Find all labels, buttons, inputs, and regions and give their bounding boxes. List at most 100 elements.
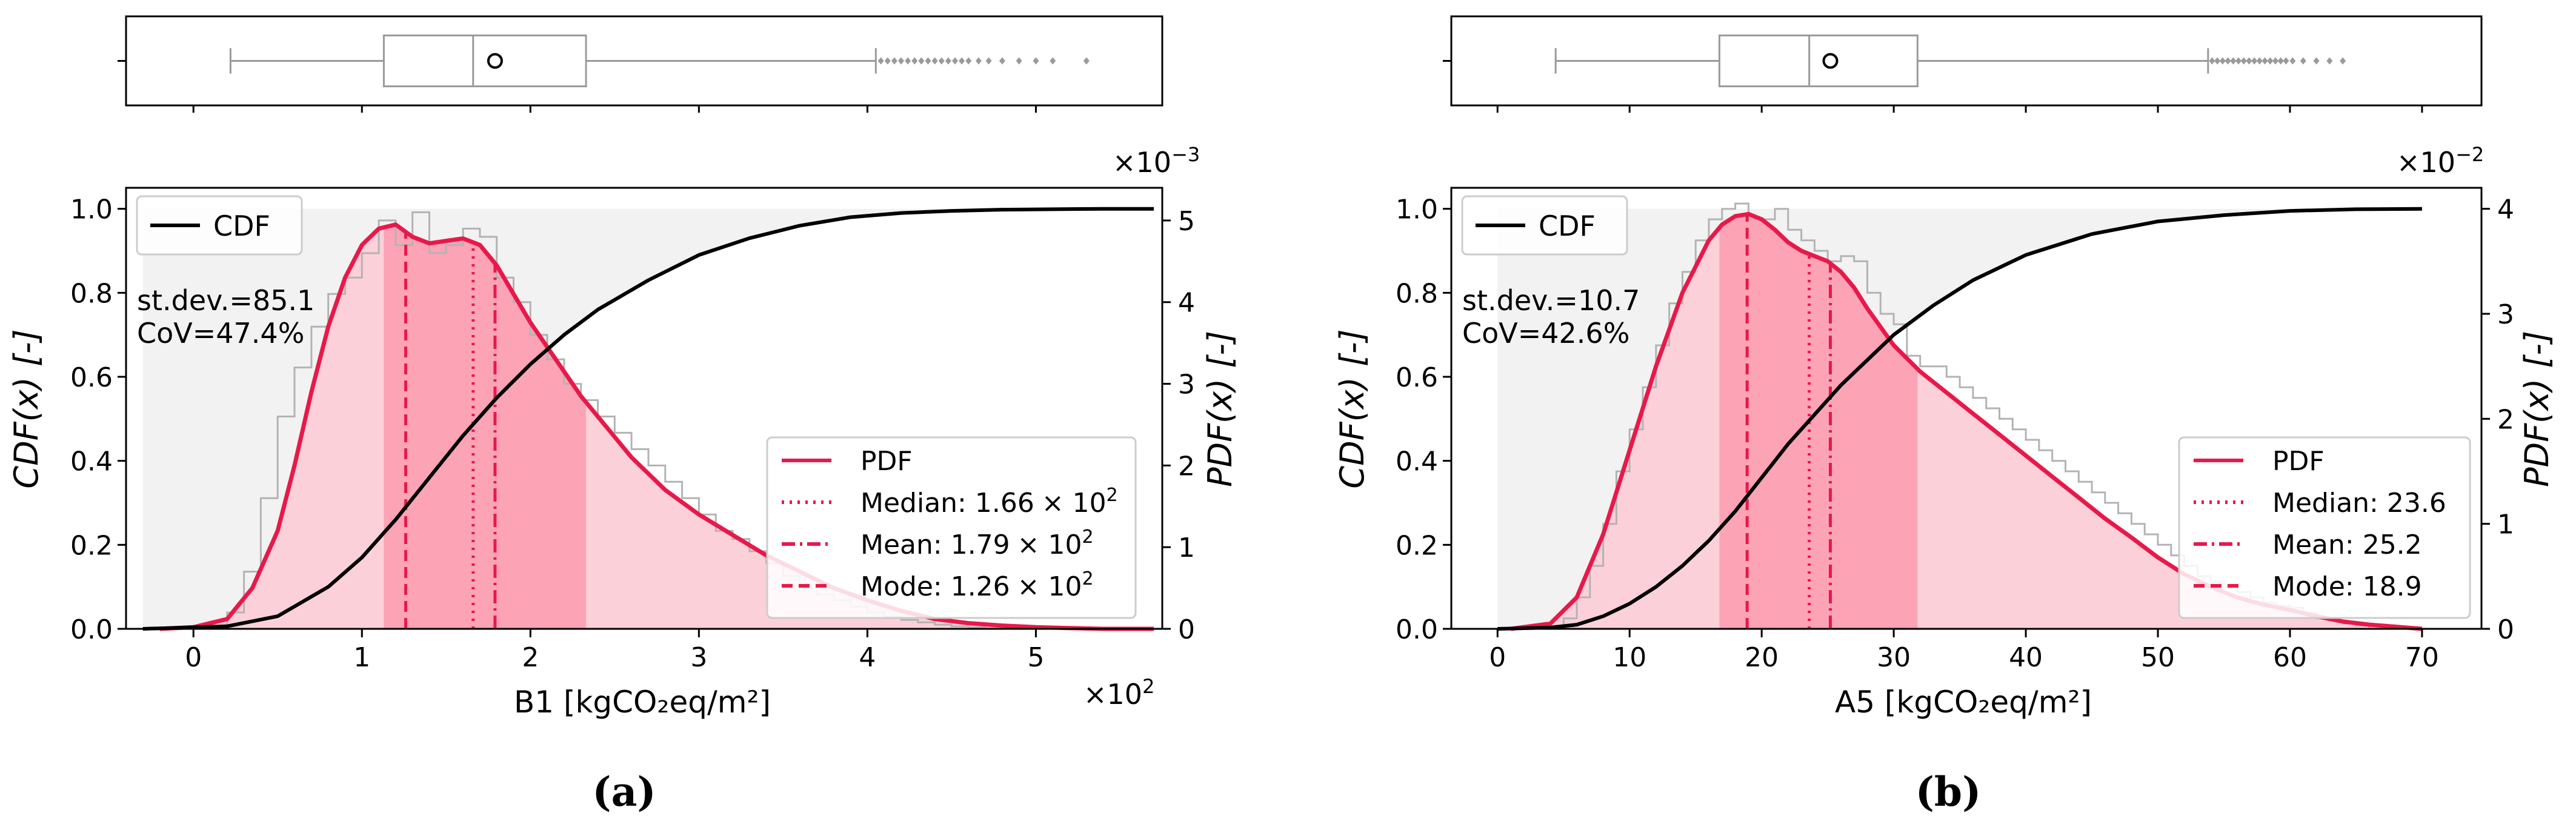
panel-b-outlier	[2267, 57, 2274, 65]
panel-b-x-tick-label: 50	[2141, 642, 2175, 673]
panel-b-outlier	[2230, 57, 2237, 65]
panel-a-y2-tick-label: 1	[1178, 533, 1195, 563]
panel-b: 0 10 20 30 40 50 60 70 0.0 0.2 0.4 0.6 0.8 1.0 0 1 2 3 4 A…	[1333, 15, 2556, 815]
panel-a-plot-frame	[125, 187, 1163, 630]
panel-a-legend-mean-value: Mean: 1.79	[860, 529, 1010, 560]
panel-a-outlier	[1050, 57, 1056, 65]
panel-b-x-tick-label: 10	[1612, 642, 1646, 673]
panel-a-legend-median-value: Median: 1.66	[860, 488, 1034, 519]
panel-a-y-tick-label: 0.2	[70, 530, 113, 561]
panel-b-boxplot-ticks	[1443, 60, 2423, 113]
panel-b-y-tick-label: 0.2	[1396, 530, 1438, 561]
panel-a-outlier	[905, 57, 911, 65]
panel-b-outlier	[2219, 57, 2226, 65]
panel-a-legend-median-exp: 2	[1107, 485, 1118, 506]
panel-b-outlier	[2225, 57, 2231, 65]
panel-a-outlier	[1083, 57, 1090, 65]
panel-b-x-tick-label: 30	[1877, 642, 1911, 673]
panel-a-x-tick-label: 2	[522, 642, 539, 673]
panel-a-outlier	[999, 57, 1005, 65]
panel-a-x-tick-label: 1	[353, 642, 370, 673]
panel-b-y2-multiplier: ×10−2	[2397, 143, 2484, 179]
panel-a-x-multiplier: ×102	[1083, 675, 1154, 711]
panel-a: 0 1 2 3 4 5 0.0 0.2 0.4 0.6 0.8 1.0 0 1 2 3 4 5 B1 [kgCO₂…	[7, 15, 1239, 815]
panel-b-outlier	[2261, 57, 2268, 65]
panel-b-cdf-legend-box	[1461, 195, 1628, 256]
panel-b-outlier	[2256, 57, 2263, 65]
panel-a-outlier	[891, 57, 897, 65]
panel-b-x-label: A5 [kgCO₂eq/m²]	[1835, 685, 2092, 720]
panel-b-cdf-legend-label: CDF	[1539, 210, 1596, 242]
panel-a-legend-mode-sci: × 10	[1017, 571, 1082, 602]
panel-a-cdf-legend-box	[136, 195, 303, 256]
panel-b-stats-cov: CoV=42.6%	[1462, 317, 1629, 350]
panel-b-outlier	[2246, 57, 2252, 65]
panel-a-outlier	[985, 57, 992, 65]
panel-b-outlier	[2209, 57, 2215, 65]
panel-b-y-label-right: PDF(x) [-]	[2518, 331, 2556, 487]
panel-a-outlier	[945, 57, 951, 65]
panel-a-y-tick-label: 1.0	[70, 194, 113, 225]
panel-a-caption: (a)	[592, 768, 656, 815]
panel-a-x-mult-exp: 2	[1142, 675, 1154, 698]
panel-b-outlier	[2340, 57, 2346, 65]
panel-a-axes: 0 1 2 3 4 5 0.0 0.2 0.4 0.6 0.8 1.0 0 1 2 3 4 5	[70, 194, 1195, 673]
panel-b-cdf-curve	[1497, 207, 2422, 631]
panel-b-outlier	[2289, 57, 2296, 65]
panel-b-outlier	[2300, 57, 2306, 65]
panel-b-y-tick-label: 0.8	[1396, 278, 1438, 309]
panel-b-y2-mult-exp: −2	[2455, 143, 2484, 166]
panel-b-y-tick-label: 0.4	[1396, 446, 1438, 477]
panel-a-outlier	[1033, 57, 1039, 65]
panel-a-legend-mode-value: Mode: 1.26	[860, 571, 1010, 602]
panel-b-outlier	[2326, 57, 2333, 65]
panel-b-cdf-legend: CDF	[1461, 195, 1628, 256]
panel-a-outlier	[938, 57, 945, 65]
panel-a-boxplot	[229, 35, 1090, 87]
panel-a-y-label-right: PDF(x) [-]	[1201, 331, 1239, 487]
panel-b-plot-frame	[1450, 187, 2483, 630]
panel-a-legend: PDF Median: 1.66 × 102 Mean: 1.79 × 102 Mo…	[766, 436, 1137, 619]
panel-a-outlier	[898, 57, 905, 65]
panel-a-legend-mean-exp: 2	[1082, 526, 1094, 548]
panel-b-outlier	[2277, 57, 2284, 65]
panel-b-box	[1718, 35, 1919, 87]
panel-a-boxplot-ticks	[118, 60, 1037, 113]
panel-a-outlier	[884, 57, 891, 65]
panel-b-outlier	[2235, 57, 2242, 65]
panel-b-y2-tick-label: 0	[2497, 614, 2514, 645]
panel-a-outlier	[931, 57, 938, 65]
panel-b-y-tick-label: 0.0	[1396, 614, 1438, 645]
panel-a-stats-cov: CoV=47.4%	[137, 317, 304, 350]
panel-a-y2-tick-label: 5	[1178, 206, 1195, 237]
panel-a-legend-mode-exp: 2	[1082, 568, 1094, 589]
panel-a-cdf-legend-label: CDF	[213, 210, 270, 242]
panel-a-y-tick-label: 0.0	[70, 614, 113, 645]
panel-a-outlier	[918, 57, 925, 65]
panel-b-x-tick-label: 60	[2273, 642, 2307, 673]
panel-b-y2-tick-label: 3	[2497, 299, 2514, 330]
panel-a-box-mean-marker	[487, 53, 503, 69]
panel-b-y2-tick-label: 4	[2497, 194, 2514, 225]
panel-b-y-tick-label: 0.6	[1396, 362, 1438, 393]
panel-b-x-tick-label: 40	[2009, 642, 2043, 673]
panel-a-x-label: B1 [kgCO₂eq/m²]	[514, 685, 771, 720]
panel-a-x-tick-label: 4	[859, 642, 876, 673]
panel-b-outlier	[2283, 57, 2289, 65]
panel-b-outlier	[2240, 57, 2247, 65]
panel-a-outlier	[925, 57, 931, 65]
panel-a-outlier	[952, 57, 958, 65]
panel-b-y2-tick-label: 1	[2497, 509, 2514, 540]
panel-a-x-tick-label: 0	[185, 642, 202, 673]
panel-b-caption: (b)	[1915, 768, 1982, 815]
panel-b-outlier	[2313, 57, 2320, 65]
panel-a-y2-tick-label: 4	[1178, 288, 1195, 319]
panel-a-y2-mult-exp: −3	[1171, 143, 1200, 166]
panel-a-y2-multiplier: ×10−3	[1113, 143, 1200, 179]
panel-a-y2-tick-label: 2	[1178, 451, 1195, 482]
panel-a-y2-mult-base: ×10	[1113, 146, 1171, 179]
panel-a-outlier	[965, 57, 972, 65]
panel-b-legend-pdf-label: PDF	[2272, 446, 2325, 477]
panel-b-axes: 0 10 20 30 40 50 60 70 0.0 0.2 0.4 0.6 0.8 1.0 0 1 2 3 4	[1396, 194, 2514, 673]
